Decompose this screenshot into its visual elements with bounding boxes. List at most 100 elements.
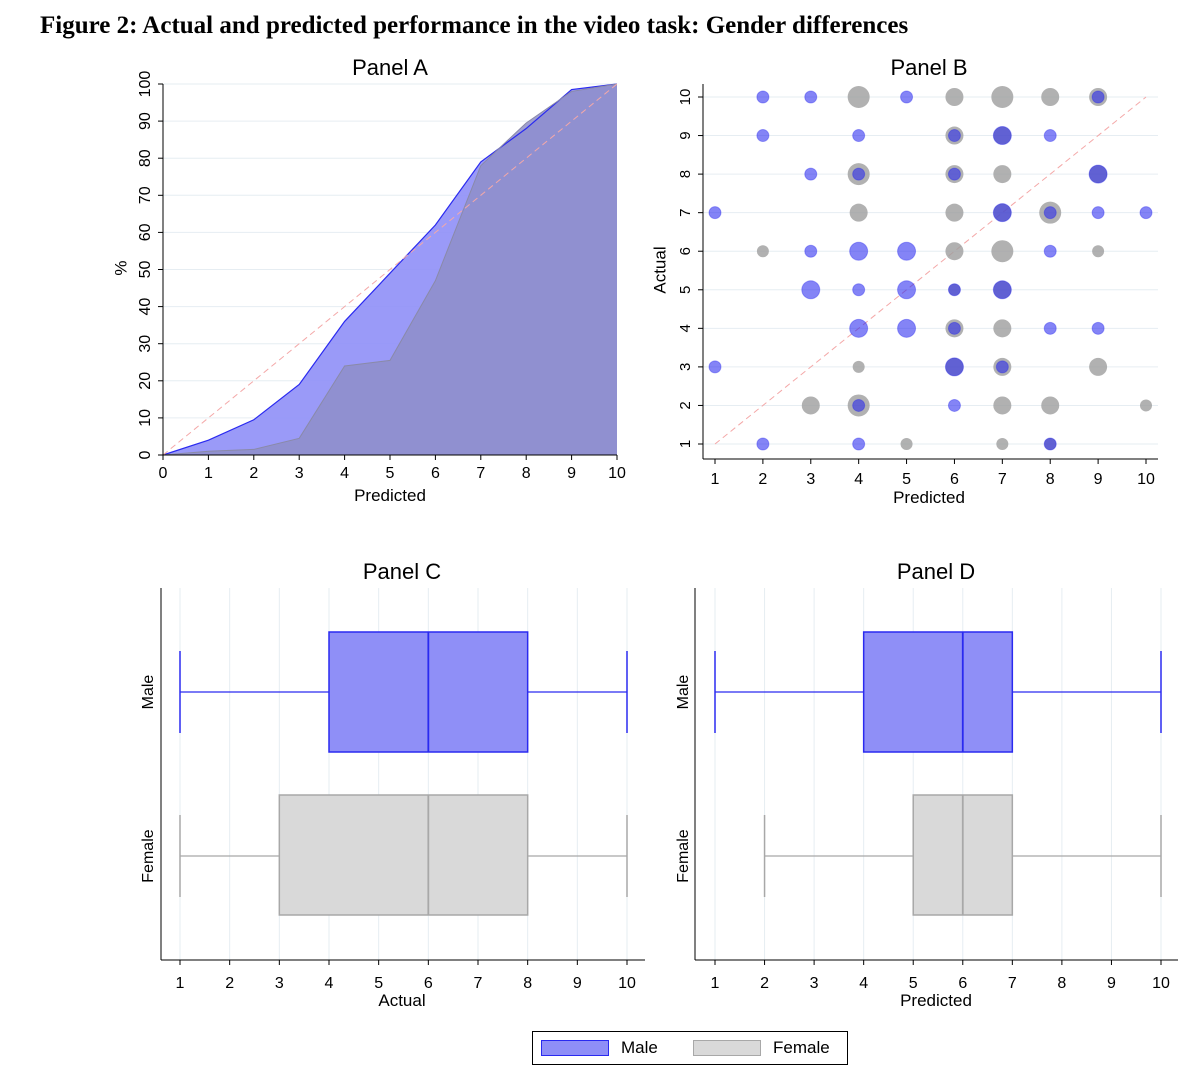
panel-d-x-tick-label: 1 — [711, 975, 720, 992]
panel-b-y-tick-label: 9 — [677, 131, 694, 139]
panel-b-male-point — [1043, 321, 1057, 335]
panel-a-x-tick-label: 3 — [295, 465, 304, 482]
panel-d-x-tick-label: 10 — [1152, 975, 1170, 992]
panel-b-male-point — [992, 126, 1012, 146]
panel-b-x-tick-label: 8 — [1046, 471, 1055, 488]
panel-a-y-tick-label: 20 — [137, 372, 154, 390]
panel-b-x-tick-label: 5 — [902, 471, 911, 488]
panel-a-x-tick-label: 8 — [522, 465, 531, 482]
panel-b-x-tick-label: 10 — [1137, 471, 1155, 488]
panel-b-male-point — [804, 90, 818, 104]
panel-d-x-tick-label: 7 — [1008, 975, 1017, 992]
panel-a-y-tick-label: 40 — [137, 298, 154, 316]
panel-b-female-point — [993, 319, 1012, 338]
panel-c-x-tick-label: 1 — [176, 975, 185, 992]
panel-b-y-tick-label: 3 — [677, 363, 694, 371]
panel-d-x-tick-label: 5 — [909, 975, 918, 992]
panel-a-x-tick-label: 6 — [431, 465, 440, 482]
panel-a-x-label: Predicted — [354, 486, 426, 505]
panel-b-male-point — [1139, 206, 1153, 220]
panel-b-y-label: Actual — [650, 246, 669, 293]
panel-b-male-point — [852, 398, 866, 412]
panel-b-x-tick-label: 6 — [950, 471, 959, 488]
panel-b-reference-line — [714, 96, 1147, 445]
panel-b-y-tick-label: 7 — [677, 208, 694, 216]
panel-b-male-point — [947, 167, 961, 181]
panel-d-x-tick-label: 3 — [810, 975, 819, 992]
panel-b-male-point — [992, 280, 1012, 300]
panel-c-x-tick-label: 5 — [374, 975, 383, 992]
legend-male-swatch — [541, 1040, 609, 1056]
panel-b-female-point — [847, 86, 870, 108]
panel-a-y-tick-label: 80 — [137, 149, 154, 167]
panel-b-male-point — [1043, 129, 1057, 143]
panel-b-male-point — [756, 437, 770, 451]
panel-c-female-box — [278, 794, 529, 916]
panel-b-male-point — [1043, 244, 1057, 258]
panel-b-male-point — [801, 280, 821, 300]
legend-female-label: Female — [773, 1038, 830, 1057]
panel-b-male-point — [849, 318, 869, 338]
panel-a-x-tick-label: 5 — [386, 465, 395, 482]
panel-a-y-tick-label: 50 — [137, 261, 154, 279]
panel-d-male-label: Male — [675, 675, 692, 710]
panel-a-y-tick-label: 0 — [137, 450, 154, 459]
panel-b-female-point — [993, 165, 1012, 184]
panel-b-male-point — [897, 280, 917, 300]
panel-b-male-point — [1043, 437, 1057, 451]
panel-b-title: Panel B — [890, 55, 967, 80]
panel-a-x-tick-label: 9 — [567, 465, 576, 482]
panel-b-y-tick-label: 4 — [677, 324, 694, 332]
panel-b-male-point — [992, 203, 1012, 223]
panel-b-female-point — [996, 438, 1009, 450]
panel-b-x-tick-label: 3 — [806, 471, 815, 488]
panel-a-y-tick-label: 10 — [137, 409, 154, 427]
panel-b-male-point — [1091, 90, 1105, 104]
panel-b-female-point — [945, 88, 964, 106]
panel-b-female-point — [1041, 396, 1060, 415]
figure-title: Figure 2: Actual and predicted performan… — [40, 12, 909, 39]
panel-b-female-point — [900, 438, 913, 450]
panel-b-y-tick-label: 1 — [677, 440, 694, 448]
panel-a-x-tick-label: 7 — [476, 465, 485, 482]
panel-b-x-tick-label: 2 — [758, 471, 767, 488]
panel-b-male-point — [852, 167, 866, 181]
panel-b-female-point — [945, 203, 964, 222]
panel-a-title: Panel A — [352, 55, 428, 80]
panel-b-female-point — [849, 203, 868, 222]
panel-c-x-tick-label: 2 — [225, 975, 234, 992]
panel-b-male-point — [708, 206, 722, 220]
panel-c-x-label: Actual — [378, 991, 425, 1010]
panel-b-male-point — [708, 360, 722, 374]
panel-c-x-tick-label: 3 — [275, 975, 284, 992]
panel-c-title: Panel C — [363, 559, 441, 584]
panel-a-line-female — [162, 83, 618, 456]
panel-b-male-point — [947, 129, 961, 143]
panel-d-x-tick-label: 4 — [859, 975, 868, 992]
panel-a-y-tick-label: 30 — [137, 335, 154, 353]
panel-a-y-label: % — [111, 260, 130, 275]
panel-d-male-box — [862, 631, 1014, 753]
panel-b-female-point — [991, 240, 1014, 263]
panel-b-male-point — [995, 360, 1009, 374]
panel-b-x-tick-label: 1 — [711, 471, 720, 488]
panel-d-x-tick-label: 8 — [1057, 975, 1066, 992]
panel-b-female-point — [1140, 399, 1152, 412]
panel-d-female-label: Female — [675, 829, 692, 882]
panel-c-x-tick-label: 10 — [618, 975, 636, 992]
panel-a-y-tick-label: 100 — [137, 71, 154, 98]
panel-b-male-point — [900, 90, 914, 104]
panel-b-x-tick-label: 9 — [1094, 471, 1103, 488]
panel-c-x-tick-label: 8 — [523, 975, 532, 992]
panel-b-male-point — [897, 241, 917, 261]
panel-a-x-tick-label: 2 — [249, 465, 258, 482]
panel-b-male-point — [852, 129, 866, 143]
panel-b-female-point — [1092, 245, 1105, 258]
panel-a-y-tick-label: 60 — [137, 223, 154, 241]
panel-b-female-point — [801, 396, 820, 415]
panel-a-x-tick-label: 0 — [159, 465, 168, 482]
panel-d-x-tick-label: 2 — [760, 975, 769, 992]
panel-b-y-tick-label: 2 — [677, 401, 694, 409]
panel-b-male-point — [944, 357, 964, 377]
panel-a-line-male — [162, 83, 618, 456]
